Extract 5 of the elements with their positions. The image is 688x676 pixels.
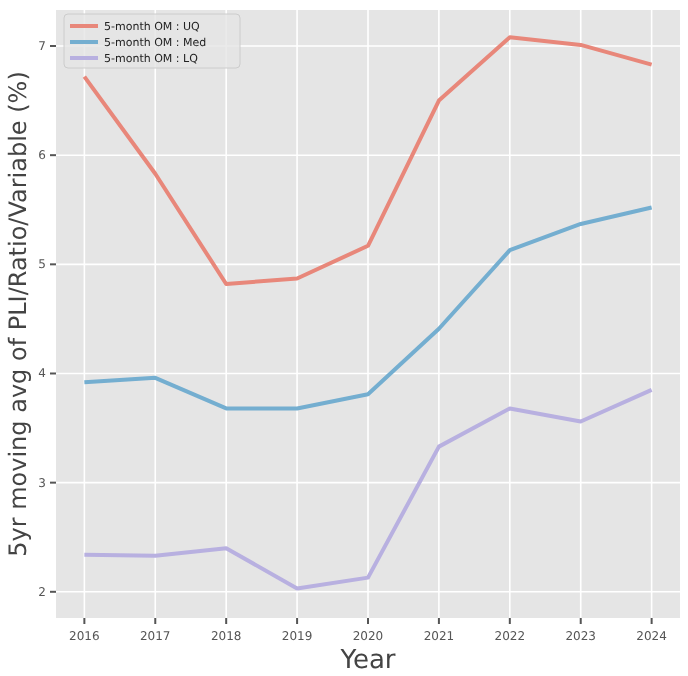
x-axis-title: Year [338,646,397,676]
y-axis-title: 5yr moving avg of PLI/Ratio/Variable (%) [4,71,32,557]
line-series [82,205,654,411]
line-series [82,387,654,591]
line-series [82,35,654,286]
